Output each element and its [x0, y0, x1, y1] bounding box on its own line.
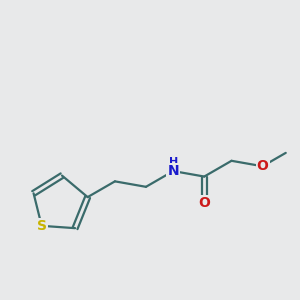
Text: H: H	[169, 157, 178, 167]
Text: O: O	[198, 196, 210, 210]
Text: N: N	[167, 164, 179, 178]
Text: S: S	[37, 219, 47, 233]
Text: O: O	[256, 159, 268, 173]
